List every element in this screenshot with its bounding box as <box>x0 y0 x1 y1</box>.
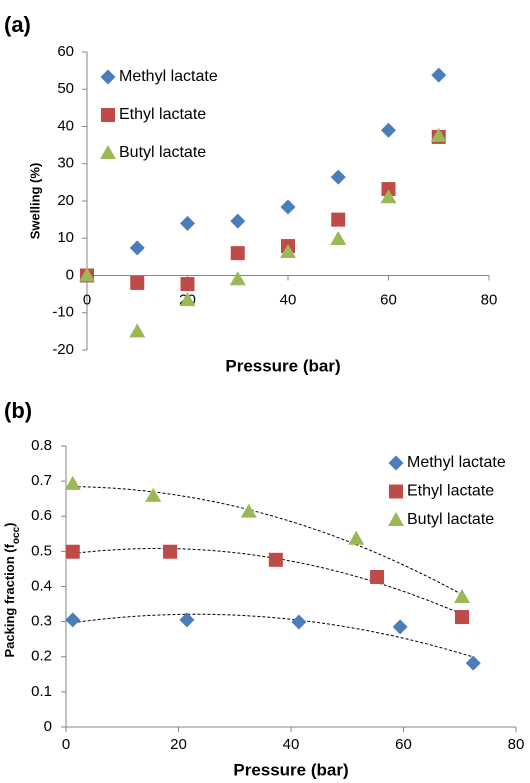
marker <box>79 267 95 282</box>
marker <box>240 503 257 518</box>
trendline <box>72 547 463 615</box>
y-tick-label: 0.1 <box>31 683 52 700</box>
marker <box>348 530 365 545</box>
marker <box>180 215 195 231</box>
x-tick-label: 40 <box>280 291 297 308</box>
panel-label: (a) <box>4 12 31 37</box>
legend-label: Butyl lactate <box>119 144 206 161</box>
y-tick-label: 0 <box>44 718 52 735</box>
y-tick-label: 50 <box>57 80 74 97</box>
y-tick-label: 30 <box>57 155 74 172</box>
y-tick-label: -20 <box>52 341 74 358</box>
legend-label: Ethyl lactate <box>119 106 206 123</box>
y-tick-label: 0.2 <box>31 648 52 665</box>
marker <box>229 271 246 286</box>
y-axis-label-part: Packing fraction (f <box>2 543 17 657</box>
y-tick-label: -10 <box>52 304 74 321</box>
y-tick-label: 0.3 <box>31 613 52 630</box>
marker <box>65 544 80 559</box>
y-tick-label: 60 <box>57 43 74 60</box>
y-tick-label: 0 <box>66 266 74 283</box>
marker <box>179 292 196 307</box>
y-axis-label: Packing fraction (focc) <box>2 523 22 658</box>
x-tick-label: 80 <box>481 291 498 308</box>
x-tick-label: 0 <box>83 291 91 308</box>
legend-marker <box>388 455 404 471</box>
x-tick-label: 40 <box>283 736 300 753</box>
marker <box>455 610 469 625</box>
y-tick-label: 40 <box>57 117 74 134</box>
marker <box>280 199 296 215</box>
legend-label: Ethyl lactate <box>407 483 494 500</box>
panel-label: (b) <box>4 398 32 423</box>
marker <box>268 552 283 567</box>
y-axis-label: Swelling (%) <box>27 163 42 240</box>
marker <box>180 277 195 292</box>
marker <box>230 246 245 261</box>
trendline <box>72 486 463 595</box>
marker <box>230 213 246 229</box>
marker <box>465 655 481 671</box>
marker <box>454 589 470 604</box>
marker <box>280 244 296 259</box>
legend-marker <box>101 108 115 122</box>
marker <box>179 612 195 628</box>
x-axis-label: Pressure (bar) <box>233 760 348 779</box>
legend-marker <box>389 484 403 499</box>
x-axis-label: Pressure (bar) <box>225 356 340 375</box>
marker <box>129 240 145 256</box>
marker <box>381 182 396 197</box>
marker <box>330 230 347 245</box>
legend-marker <box>388 512 404 526</box>
y-axis-label-part: occ <box>11 526 22 544</box>
marker <box>370 570 385 585</box>
marker <box>381 122 396 138</box>
x-tick-label: 60 <box>380 291 397 308</box>
legend-marker <box>100 69 116 85</box>
y-tick-label: 0.6 <box>31 507 52 524</box>
marker <box>331 212 346 227</box>
marker <box>65 612 81 628</box>
marker <box>430 127 447 142</box>
x-tick-label: 60 <box>395 736 412 753</box>
marker <box>392 619 408 635</box>
x-tick-label: 80 <box>508 736 525 753</box>
y-tick-label: 0.4 <box>31 577 52 594</box>
marker <box>431 67 447 83</box>
legend-label: Butyl lactate <box>407 511 494 528</box>
marker <box>291 614 307 630</box>
marker <box>380 189 397 204</box>
legend-label: Methyl lactate <box>119 68 218 85</box>
trendline <box>72 613 474 658</box>
y-axis-label-part: ) <box>2 523 17 527</box>
marker <box>129 323 146 338</box>
legend-marker <box>100 145 116 159</box>
marker <box>64 475 81 490</box>
legend-label: Methyl lactate <box>407 454 506 471</box>
marker <box>130 275 145 290</box>
x-tick-label: 0 <box>62 736 70 753</box>
marker <box>145 487 162 502</box>
y-tick-label: 10 <box>57 229 74 246</box>
y-tick-label: 20 <box>57 192 74 209</box>
marker <box>330 169 346 185</box>
marker <box>163 544 178 559</box>
y-tick-label: 0.7 <box>31 472 52 489</box>
y-tick-label: 0.5 <box>31 542 52 559</box>
y-tick-label: 0.8 <box>31 437 52 454</box>
x-tick-label: 20 <box>170 736 187 753</box>
